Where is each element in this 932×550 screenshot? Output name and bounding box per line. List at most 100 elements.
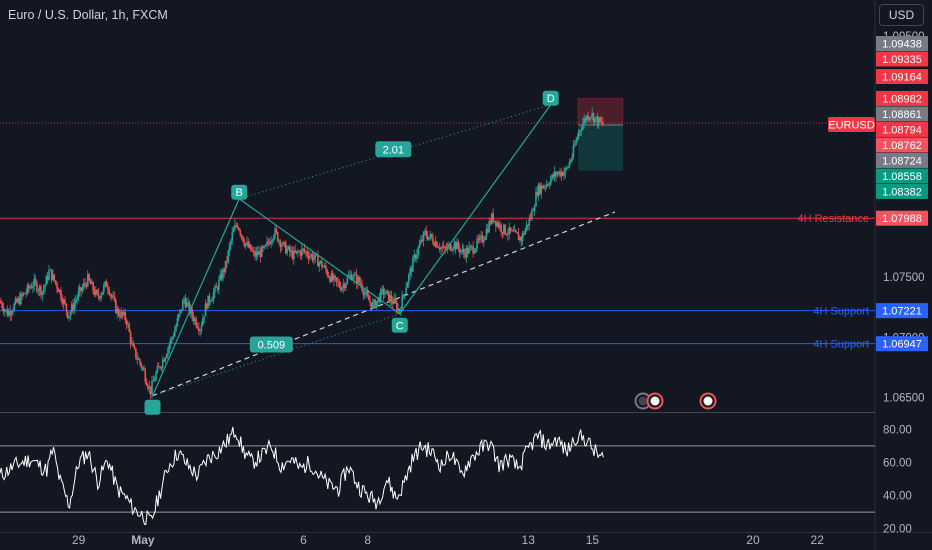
candle-body xyxy=(109,294,112,296)
position-box[interactable] xyxy=(577,98,624,171)
candle-body xyxy=(520,236,523,241)
price-label-value: 1.08794 xyxy=(882,124,922,136)
candle-body xyxy=(461,248,464,251)
candle-body xyxy=(137,359,140,360)
candle-body xyxy=(433,243,436,246)
candle-body xyxy=(409,268,412,275)
pattern-point-badge xyxy=(144,399,161,415)
candle-body xyxy=(515,230,517,233)
candle-body xyxy=(405,287,407,294)
candle-body xyxy=(199,330,201,332)
candle-body xyxy=(250,244,252,251)
candle-body xyxy=(222,269,224,280)
trendline[interactable] xyxy=(152,211,616,397)
time-tick: May xyxy=(131,533,155,547)
price-tick: 1.07500 xyxy=(883,272,925,284)
candle-body xyxy=(301,248,303,256)
time-tick: 15 xyxy=(586,533,600,547)
candle-body xyxy=(167,348,169,355)
candle-body xyxy=(148,386,151,389)
candle-body xyxy=(90,281,93,285)
candle-body xyxy=(400,310,402,312)
candle-body xyxy=(309,255,311,259)
candle-body xyxy=(377,296,379,302)
candle-body xyxy=(28,284,30,289)
candle-body xyxy=(528,218,531,226)
candle-body xyxy=(314,254,317,259)
candle-body xyxy=(291,250,294,260)
candle-body xyxy=(418,243,421,248)
candle-body xyxy=(536,191,539,196)
candle-body xyxy=(80,287,82,291)
candle-body xyxy=(318,262,321,267)
candle-body xyxy=(271,239,274,242)
candle-body xyxy=(163,359,165,362)
abcd-pattern[interactable]: B C D 2.01 0.509 xyxy=(144,90,559,415)
candle-body xyxy=(243,241,246,246)
candle-body xyxy=(557,171,560,174)
price-label-value: 1.08724 xyxy=(882,155,922,167)
candle-body xyxy=(76,298,78,301)
candle-body xyxy=(149,386,152,395)
candle-body xyxy=(401,295,403,311)
economic-events[interactable] xyxy=(634,392,717,410)
candle-body xyxy=(327,275,330,278)
candle-body xyxy=(155,372,157,380)
candle-body xyxy=(179,309,181,315)
candle-body xyxy=(533,206,536,212)
candle-body xyxy=(321,260,323,268)
candle-body xyxy=(556,173,559,176)
candle-body xyxy=(406,282,409,288)
price-label-value: 1.08558 xyxy=(882,171,922,183)
candle-body xyxy=(247,241,250,248)
candle-body xyxy=(60,289,62,300)
candle-body xyxy=(235,225,238,226)
candle-body xyxy=(513,230,516,232)
candle-body xyxy=(470,246,473,247)
candle-body xyxy=(374,300,377,308)
candle-body xyxy=(173,330,176,337)
candle-body xyxy=(26,284,29,293)
candle-body xyxy=(579,130,581,132)
candle-body xyxy=(82,283,85,288)
candle-body xyxy=(476,238,478,249)
candle-body xyxy=(280,245,283,248)
candle-body xyxy=(143,367,145,371)
candle-body xyxy=(61,299,64,304)
candle-body xyxy=(218,279,220,290)
candle-body xyxy=(350,274,353,280)
candle-body xyxy=(248,244,251,248)
candle-body xyxy=(567,166,569,169)
candle-body xyxy=(517,233,520,241)
candle-body xyxy=(94,290,97,295)
candle-body xyxy=(177,314,180,319)
candle-body xyxy=(13,303,15,311)
price-label-value: 1.08382 xyxy=(882,186,922,198)
candle-body xyxy=(551,174,553,180)
candle-body xyxy=(329,277,331,282)
price-label-value: 1.09438 xyxy=(882,38,922,50)
candle-body xyxy=(57,288,60,293)
candle-body xyxy=(299,251,302,256)
candle-body xyxy=(450,249,453,251)
candle-body xyxy=(553,171,556,178)
price-label-box xyxy=(876,303,928,319)
candle-body xyxy=(275,228,278,233)
candle-body xyxy=(151,380,153,395)
currency-button[interactable]: USD xyxy=(879,4,924,26)
candle-body xyxy=(88,274,90,281)
pattern-legs xyxy=(151,104,552,396)
candle-body xyxy=(45,276,48,286)
rsi-tick: 40.00 xyxy=(883,491,912,503)
candle-body xyxy=(565,168,568,169)
candle-body xyxy=(116,308,118,313)
candle-body xyxy=(124,312,127,321)
candle-body xyxy=(6,309,9,317)
candle-body xyxy=(239,230,242,235)
candle-body xyxy=(206,303,208,309)
candle-body xyxy=(282,241,284,246)
candle-body xyxy=(569,160,572,163)
candle-body xyxy=(105,281,108,287)
candle-body xyxy=(422,232,425,241)
